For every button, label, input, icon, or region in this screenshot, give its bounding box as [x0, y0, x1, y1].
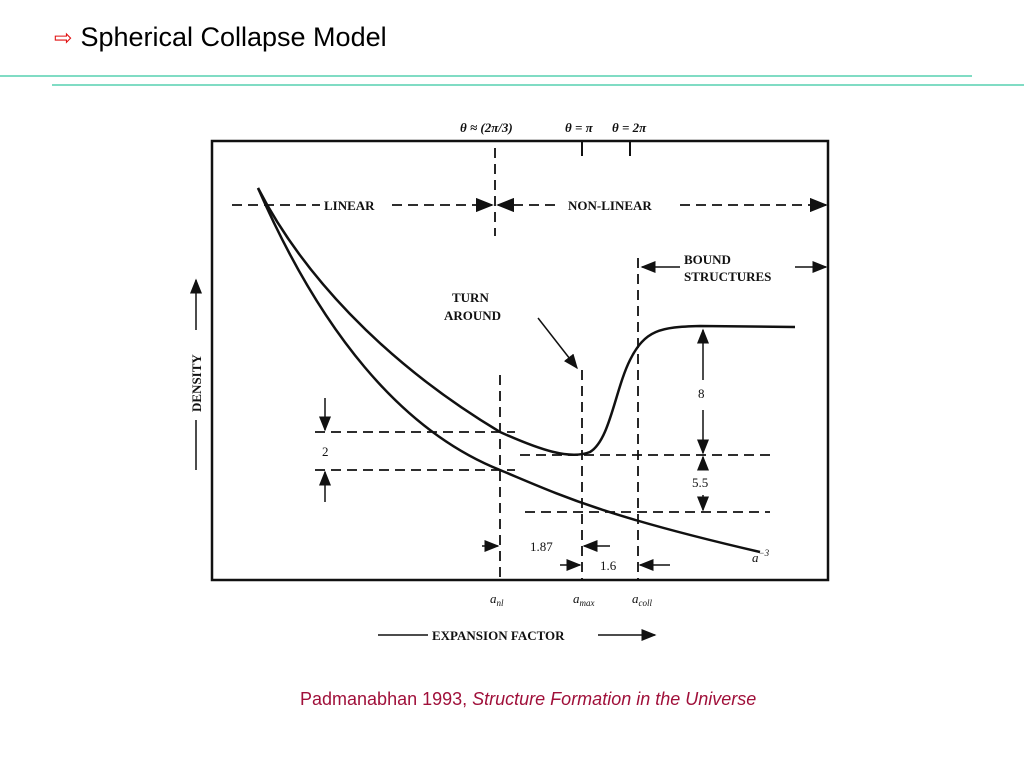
- nonlinear-label: NON-LINEAR: [568, 198, 652, 213]
- theta-label-2pi: θ = 2π: [612, 120, 647, 135]
- curve-a-minus3-label: a−3: [752, 548, 770, 565]
- ratio-187-label: 1.87: [530, 539, 553, 554]
- ratio-8-label: 8: [698, 386, 705, 401]
- perturbation-density-curve: [256, 187, 796, 456]
- turn-label-2: AROUND: [444, 308, 501, 323]
- bound-label-2: STRUCTURES: [684, 269, 771, 284]
- a-max-label: amax: [573, 591, 595, 608]
- a-coll-label: acoll: [632, 591, 652, 608]
- turn-label-1: TURN: [452, 290, 489, 305]
- bound-label-1: BOUND: [684, 252, 731, 267]
- ratio-16-label: 1.6: [600, 558, 617, 573]
- divider-bottom: [52, 84, 1024, 86]
- hollow-right-arrow-icon: ⇨: [54, 24, 73, 50]
- theta-label-pi: θ = π: [565, 120, 594, 135]
- slide-title-text: Spherical Collapse Model: [80, 22, 387, 52]
- ratio-55-label: 5.5: [692, 475, 708, 490]
- ratio-2-label: 2: [322, 444, 329, 459]
- background-density-curve: [256, 187, 761, 554]
- caption-work: Structure Formation in the Universe: [472, 689, 757, 709]
- slide-title: ⇨ Spherical Collapse Model: [54, 22, 387, 53]
- density-label: DENSITY: [189, 354, 204, 412]
- expansion-factor-label: EXPANSION FACTOR: [432, 628, 565, 643]
- caption-author: Padmanabhan 1993,: [300, 689, 473, 709]
- turn-around-arrow: [537, 317, 578, 370]
- theta-label-2pi3: θ ≈ (2π/3): [460, 120, 513, 135]
- a-nl-label: anl: [490, 591, 504, 608]
- divider-top: [0, 75, 972, 77]
- linear-label: LINEAR: [324, 198, 375, 213]
- figure-caption: Padmanabhan 1993, Structure Formation in…: [300, 689, 756, 710]
- plot-frame: [210, 139, 830, 582]
